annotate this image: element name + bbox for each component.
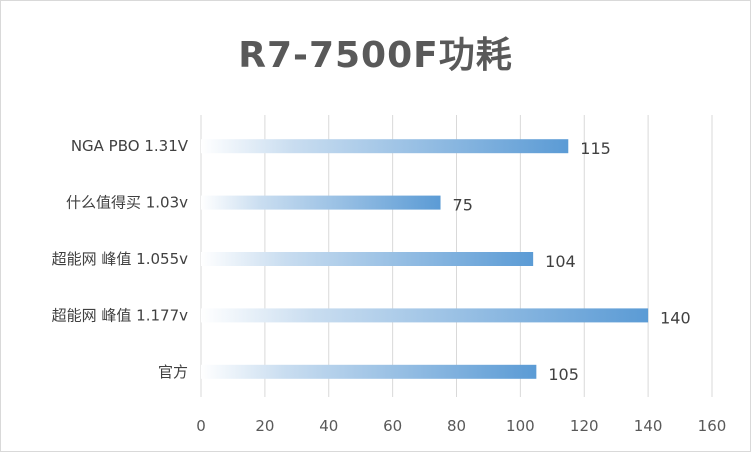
x-tick-label: 80 [447, 417, 466, 435]
bar [201, 364, 537, 379]
data-label: 104 [545, 252, 576, 271]
data-label: 105 [548, 365, 579, 384]
data-label: 140 [660, 308, 691, 327]
category-label: NGA PBO 1.31V [71, 137, 189, 155]
data-label: 75 [453, 196, 473, 215]
data-label: 115 [580, 139, 611, 158]
bars [201, 139, 649, 379]
bar [201, 139, 569, 154]
x-tick-label: 60 [383, 417, 402, 435]
category-label: 超能网 峰值 1.177v [52, 306, 188, 324]
bar [201, 308, 649, 323]
x-tick-label: 40 [319, 417, 338, 435]
chart-title: R7-7500F功耗 [238, 35, 513, 76]
bar [201, 195, 441, 210]
x-tick-label: 0 [196, 417, 206, 435]
bar [201, 252, 534, 266]
category-label: 什么值得买 1.03v [66, 194, 188, 212]
category-labels: NGA PBO 1.31V 什么值得买 1.03v 超能网 峰值 1.055v 超能网… [52, 137, 189, 381]
x-tick-label: 160 [698, 417, 727, 435]
x-tick-label: 120 [570, 417, 599, 435]
category-label: 官方 [158, 363, 188, 381]
x-tick-label: 140 [634, 417, 663, 435]
category-label: 超能网 峰值 1.055v [52, 250, 188, 268]
data-labels: 115 75 104 140 105 [453, 139, 691, 384]
x-tick-labels: 0 20 40 60 80 100 120 140 160 [196, 417, 726, 435]
x-tick-label: 20 [255, 417, 274, 435]
x-tick-label: 100 [506, 417, 535, 435]
